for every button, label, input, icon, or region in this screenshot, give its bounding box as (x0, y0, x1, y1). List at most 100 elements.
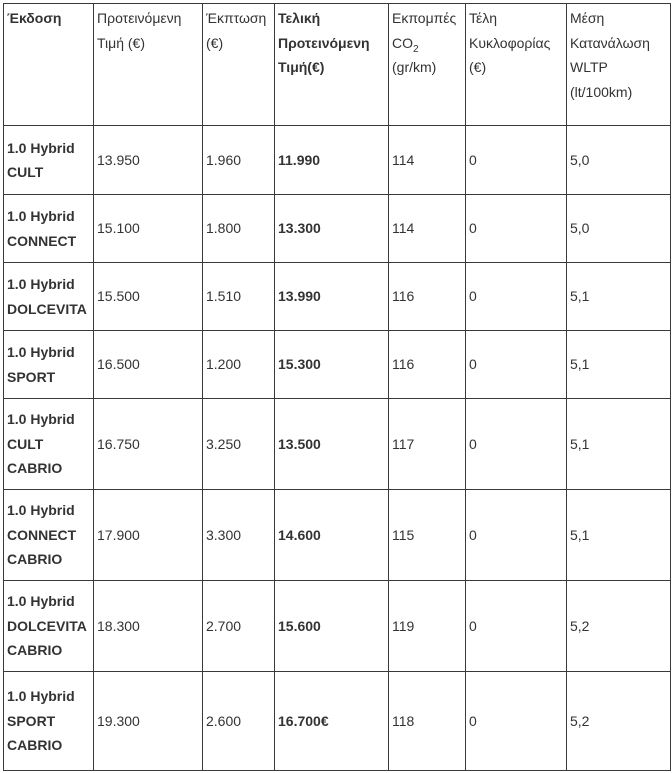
cell-value: 15.600 (278, 617, 321, 634)
cell-value: 1.0 Hybrid CULT (7, 139, 75, 181)
header-label: Μέση Κατανάλωση WLTP (lt/100km) (570, 10, 650, 100)
cell-suggested-price: 18.300 (93, 580, 203, 672)
cell-value: 116 (392, 356, 415, 373)
cell-value: 11.990 (278, 151, 321, 168)
cell-discount: 1.510 (202, 262, 275, 331)
cell-final-price: 13.990 (274, 262, 389, 331)
cell-value: 0 (469, 435, 477, 452)
cell-discount: 1.800 (202, 194, 275, 263)
cell-value: 14.600 (278, 526, 321, 543)
header-unit: (gr/km) (392, 59, 437, 75)
cell-road-tax: 0 (465, 398, 567, 490)
table-row: 1.0 Hybrid CULT CABRIO 16.750 3.250 13.500 1… (3, 398, 671, 490)
cell-discount: 1.960 (202, 125, 275, 195)
cell-road-tax: 0 (465, 580, 567, 672)
cell-value: 5,1 (570, 356, 590, 373)
cell-version: 1.0 Hybrid DOLCEVITA CABRIO (3, 580, 94, 672)
cell-final-price: 15.600 (274, 580, 389, 672)
cell-value: 15.100 (97, 220, 140, 237)
cell-version: 1.0 Hybrid CULT (3, 125, 94, 195)
cell-value: 1.0 Hybrid SPORT (7, 344, 75, 385)
cell-final-price: 15.300 (274, 330, 389, 399)
table-row: 1.0 Hybrid CONNECT 15.100 1.800 13.300 114 0 5… (3, 194, 671, 263)
cell-value: 119 (392, 617, 415, 634)
cell-wltp-consumption: 5,1 (566, 489, 671, 581)
cell-value: 116 (392, 288, 415, 305)
cell-value: 0 (469, 526, 477, 543)
cell-value: 18.300 (97, 617, 140, 634)
header-label: Τελική Προτεινόμενη Τιμή(€) (278, 10, 370, 75)
cell-wltp-consumption: 5,2 (566, 671, 671, 771)
cell-co2-emissions: 115 (388, 489, 466, 581)
cell-value: 0 (469, 220, 477, 237)
cell-value: 16.750 (97, 435, 140, 452)
cell-value: 1.0 Hybrid DOLCEVITA CABRIO (7, 593, 87, 659)
cell-suggested-price: 15.500 (93, 262, 203, 331)
cell-wltp-consumption: 5,0 (566, 125, 671, 195)
cell-value: 1.200 (206, 356, 242, 373)
cell-road-tax: 0 (465, 671, 567, 771)
cell-value: 15.500 (97, 288, 140, 305)
price-table: Έκδοση Προτεινόμενη Τιμή (€) Έκπτωση (€) Τε… (3, 3, 671, 771)
cell-wltp-consumption: 5,1 (566, 330, 671, 399)
cell-value: 1.0 Hybrid CULT CABRIO (7, 411, 75, 477)
cell-discount: 3.250 (202, 398, 275, 490)
table-row: 1.0 Hybrid CULT 13.950 1.960 11.990 114 0 5,0 (3, 125, 671, 195)
header-label: Εκπομπές CO (392, 10, 457, 51)
header-co2-emissions: Εκπομπές CO2 (gr/km) (388, 3, 466, 126)
cell-road-tax: 0 (465, 262, 567, 331)
cell-co2-emissions: 118 (388, 671, 466, 771)
cell-value: 19.300 (97, 712, 140, 729)
cell-value: 15.300 (278, 356, 321, 373)
cell-value: 3.250 (206, 435, 242, 452)
cell-value: 13.950 (97, 151, 140, 168)
cell-version: 1.0 Hybrid CONNECT CABRIO (3, 489, 94, 581)
cell-discount: 2.600 (202, 671, 275, 771)
cell-co2-emissions: 117 (388, 398, 466, 490)
cell-final-price: 13.300 (274, 194, 389, 263)
cell-value: 13.300 (278, 220, 321, 237)
cell-final-price: 14.600 (274, 489, 389, 581)
cell-final-price: 13.500 (274, 398, 389, 490)
cell-value: 5,0 (570, 220, 590, 237)
cell-suggested-price: 16.750 (93, 398, 203, 490)
cell-value: 0 (469, 288, 477, 305)
cell-value: 2.700 (206, 617, 242, 634)
cell-co2-emissions: 119 (388, 580, 466, 672)
table-row: 1.0 Hybrid SPORT 16.500 1.200 15.300 116 0 5,1 (3, 330, 671, 399)
cell-wltp-consumption: 5,1 (566, 398, 671, 490)
cell-value: 1.0 Hybrid SPORT CABRIO (7, 688, 75, 754)
cell-wltp-consumption: 5,0 (566, 194, 671, 263)
cell-wltp-consumption: 5,1 (566, 262, 671, 331)
cell-value: 0 (469, 356, 477, 373)
cell-wltp-consumption: 5,2 (566, 580, 671, 672)
header-discount: Έκπτωση (€) (202, 3, 275, 126)
cell-version: 1.0 Hybrid CULT CABRIO (3, 398, 94, 490)
header-label: Έκδοση (7, 10, 62, 26)
cell-final-price: 11.990 (274, 125, 389, 195)
cell-value: 16.700€ (278, 712, 329, 729)
cell-value: 1.0 Hybrid CONNECT (7, 208, 77, 249)
cell-discount: 1.200 (202, 330, 275, 399)
cell-value: 1.0 Hybrid CONNECT CABRIO (7, 502, 77, 568)
cell-value: 114 (392, 151, 415, 168)
cell-suggested-price: 17.900 (93, 489, 203, 581)
cell-value: 5,1 (570, 526, 590, 543)
table-row: 1.0 Hybrid SPORT CABRIO 19.300 2.600 16.700… (3, 671, 671, 771)
cell-value: 2.600 (206, 712, 242, 729)
cell-road-tax: 0 (465, 489, 567, 581)
cell-value: 1.800 (206, 220, 242, 237)
header-road-tax: Τέλη Κυκλοφορίας (€) (465, 3, 567, 126)
cell-value: 0 (469, 151, 477, 168)
cell-value: 1.960 (206, 151, 242, 168)
cell-road-tax: 0 (465, 125, 567, 195)
cell-co2-emissions: 116 (388, 330, 466, 399)
header-final-price: Τελική Προτεινόμενη Τιμή(€) (274, 3, 389, 126)
cell-value: 5,2 (570, 712, 590, 729)
cell-value: 5,1 (570, 435, 590, 452)
cell-version: 1.0 Hybrid CONNECT (3, 194, 94, 263)
cell-value: 5,0 (570, 151, 590, 168)
cell-road-tax: 0 (465, 330, 567, 399)
cell-suggested-price: 19.300 (93, 671, 203, 771)
table-row: 1.0 Hybrid DOLCEVITA 15.500 1.510 13.990 116… (3, 262, 671, 331)
